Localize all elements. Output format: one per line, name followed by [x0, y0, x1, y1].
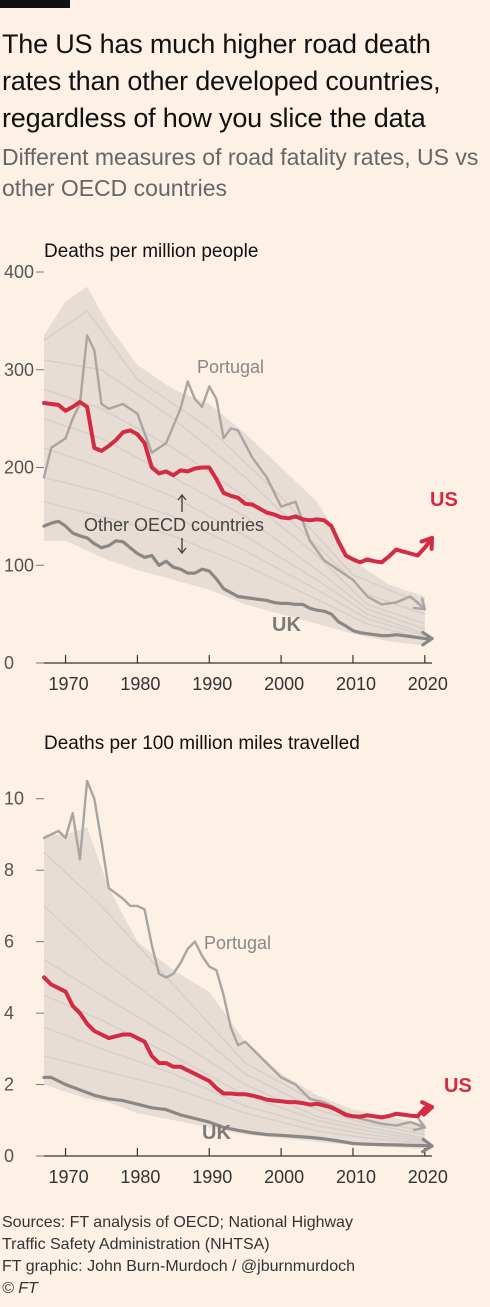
- portugal-arrowhead: [412, 1117, 426, 1132]
- other-oecd-line: [43, 958, 425, 1139]
- x-tick-label: 1990: [192, 674, 232, 694]
- sources-line: Traffic Safety Administration (NHTSA): [2, 1236, 270, 1253]
- uk-arrowhead: [421, 630, 434, 647]
- y-tick-label: 6: [4, 932, 14, 952]
- deaths-per-100m-miles-chart: Deaths per 100 million miles travelled 0…: [4, 733, 472, 1187]
- y-tick-label: 400: [4, 262, 34, 282]
- portugal-line: [42, 334, 426, 611]
- other-oecd-line: [43, 500, 425, 640]
- credit-line: FT graphic: John Burn-Murdoch / @jburnmu…: [2, 1258, 355, 1275]
- y-tick-label: 0: [4, 653, 14, 673]
- x-tick-label: 2020: [408, 1167, 448, 1187]
- page-title: The US has much higher road death rates …: [2, 29, 441, 133]
- x-tick-label: 1980: [120, 1167, 160, 1187]
- ft-brand-bar: [0, 0, 70, 8]
- chart-title: Deaths per 100 million miles travelled: [44, 733, 360, 754]
- portugal-arrowhead: [412, 597, 426, 611]
- y-tick-label: 300: [4, 360, 34, 380]
- oecd-range-band: [44, 286, 425, 646]
- other-oecd-line: [43, 905, 425, 1136]
- sources-line: Sources: FT analysis of OECD; National H…: [2, 1214, 353, 1231]
- x-tick-label: 2000: [264, 1167, 304, 1187]
- deaths-per-million-chart: Deaths per million people 0 100 200 300 400 1…: [4, 241, 458, 694]
- copyright: © FT: [2, 1280, 38, 1297]
- x-tick-label: 2010: [336, 1167, 376, 1187]
- other-oecd-line: [43, 1026, 425, 1143]
- x-tick-label: 1990: [192, 1167, 232, 1187]
- other-oecd-label: Other OECD countries: [84, 515, 264, 535]
- uk-label: UK: [272, 614, 301, 636]
- x-tick-label: 1980: [120, 674, 160, 694]
- y-tick-label: 4: [4, 1003, 14, 1023]
- x-tick-label: 1970: [49, 674, 89, 694]
- sources-footer: Sources: FT analysis of OECD; National H…: [2, 1212, 487, 1300]
- y-tick-label: 10: [4, 789, 24, 809]
- other-oecd-line: [43, 447, 426, 635]
- other-oecd-arrows: [177, 493, 187, 555]
- page-subtitle: Different measures of road fatality rate…: [2, 144, 479, 201]
- other-oecd-line: [43, 388, 426, 625]
- x-tick-label: 2000: [264, 674, 304, 694]
- us-arrowhead: [419, 535, 434, 551]
- other-oecd-line: [43, 417, 426, 630]
- y-tick-label: 2: [4, 1075, 14, 1095]
- uk-line: [42, 1075, 434, 1148]
- y-tick-label: 8: [4, 860, 14, 880]
- uk-arrowhead: [421, 1137, 434, 1154]
- x-tick-label: 2010: [336, 674, 376, 694]
- us-arrowhead: [420, 1100, 434, 1117]
- us-label: US: [430, 489, 458, 511]
- portugal-label: Portugal: [197, 357, 264, 377]
- y-tick-label: 100: [4, 555, 34, 575]
- oecd-range-band: [44, 827, 425, 1149]
- portugal-line: [42, 779, 426, 1129]
- other-oecd-line: [43, 1055, 425, 1145]
- uk-label: UK: [202, 1122, 231, 1144]
- other-oecd-line: [43, 359, 426, 615]
- y-tick-label: 200: [4, 458, 34, 478]
- us-line: [42, 400, 434, 565]
- other-oecd-line: [43, 310, 426, 606]
- uk-line: [42, 519, 434, 641]
- chart-title: Deaths per million people: [44, 241, 258, 262]
- x-tick-label: 2020: [408, 674, 448, 694]
- us-label: US: [444, 1075, 472, 1097]
- us-line: [42, 975, 434, 1120]
- other-oecd-line: [43, 476, 426, 637]
- y-tick-label: 0: [4, 1146, 14, 1166]
- x-tick-label: 1970: [49, 1167, 89, 1187]
- portugal-label: Portugal: [204, 933, 271, 953]
